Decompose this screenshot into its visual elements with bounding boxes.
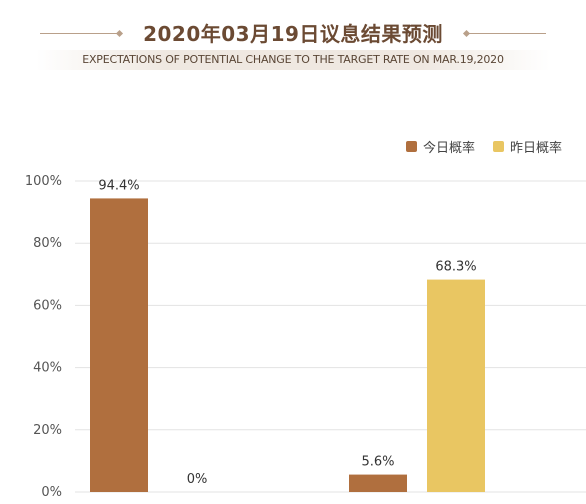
data-label: 0% bbox=[187, 472, 208, 487]
legend-label-today: 今日概率 bbox=[422, 141, 475, 156]
data-label: 68.3% bbox=[435, 260, 476, 275]
y-tick-label: 80% bbox=[33, 236, 62, 251]
legend-swatch-today bbox=[405, 141, 417, 152]
title-decoration-right bbox=[466, 33, 546, 34]
y-tick-label: 100% bbox=[25, 174, 62, 189]
legend-swatch-yesterday bbox=[492, 141, 504, 152]
y-tick-label: 0% bbox=[41, 485, 62, 500]
bar bbox=[90, 198, 148, 492]
chart-subtitle: EXPECTATIONS OF POTENTIAL CHANGE TO THE … bbox=[82, 53, 504, 66]
y-tick-label: 20% bbox=[33, 423, 62, 438]
chart-legend: 今日概率 昨日概率 bbox=[405, 137, 562, 156]
chart-title: 2020年03月19日议息结果预测 bbox=[143, 22, 443, 46]
bar bbox=[427, 279, 485, 492]
y-tick-label: 60% bbox=[33, 298, 62, 313]
data-label: 5.6% bbox=[361, 455, 394, 470]
title-decoration-left bbox=[40, 33, 120, 34]
bar bbox=[349, 474, 407, 492]
chart-header: 2020年03月19日议息结果预测 EXPECTATIONS OF POTENT… bbox=[0, 0, 586, 80]
legend-label-yesterday: 昨日概率 bbox=[509, 141, 562, 156]
legend-item-today: 今日概率 bbox=[405, 137, 475, 156]
data-label: 94.4% bbox=[98, 178, 139, 193]
subtitle-band bbox=[36, 50, 550, 70]
y-tick-label: 40% bbox=[33, 361, 62, 376]
legend-item-yesterday: 昨日概率 bbox=[492, 137, 562, 156]
